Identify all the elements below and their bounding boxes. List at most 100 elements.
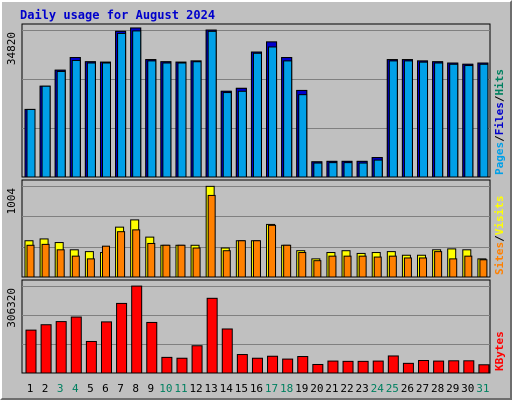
bar-kbytes-day-21 xyxy=(327,360,339,374)
bar-sites-day-6 xyxy=(101,245,110,278)
bar-kbytes-day-12 xyxy=(191,345,203,374)
bar-kbytes-day-27 xyxy=(418,360,430,374)
bar-pages-day-29 xyxy=(449,63,459,178)
x-tick-label-2: 2 xyxy=(42,382,49,395)
legend-pages: Pages xyxy=(493,142,506,175)
bar-sites-day-25 xyxy=(388,255,397,278)
bar-kbytes-day-3 xyxy=(55,321,67,374)
bar-sites-day-23 xyxy=(358,255,367,278)
legend-sites: Sites xyxy=(493,242,506,275)
bar-sites-day-4 xyxy=(71,255,80,278)
bar-kbytes-day-1 xyxy=(25,329,37,374)
bar-sites-day-31 xyxy=(479,259,488,278)
bar-sites-day-3 xyxy=(56,249,65,278)
x-tick-label-10: 10 xyxy=(159,382,172,395)
x-tick-label-29: 29 xyxy=(446,382,459,395)
bar-pages-day-30 xyxy=(464,65,474,178)
bar-pages-day-27 xyxy=(419,61,429,178)
x-tick-label-18: 18 xyxy=(280,382,293,395)
bar-sites-day-8 xyxy=(132,229,141,278)
bar-sites-day-9 xyxy=(147,242,156,278)
bar-sites-day-26 xyxy=(403,257,412,278)
x-tick-label-26: 26 xyxy=(401,382,414,395)
x-tick-label-21: 21 xyxy=(325,382,338,395)
bar-sites-day-14 xyxy=(222,250,231,278)
x-tick-label-13: 13 xyxy=(205,382,218,395)
y-max-label: 306320 xyxy=(5,288,18,328)
bar-kbytes-day-25 xyxy=(387,355,399,374)
bar-pages-day-22 xyxy=(343,162,353,178)
bar-kbytes-day-16 xyxy=(251,357,263,374)
bar-sites-day-11 xyxy=(177,244,186,278)
right-axis-label-visits-sites: Sites/Visits xyxy=(493,196,506,276)
bar-sites-day-1 xyxy=(26,244,35,278)
bar-pages-day-13 xyxy=(207,30,217,178)
bar-kbytes-day-9 xyxy=(146,321,158,374)
bar-pages-day-23 xyxy=(358,162,368,178)
bar-pages-day-21 xyxy=(328,162,338,178)
right-axis-label-hits-files-pages: Pages/Files/Hits xyxy=(493,69,506,175)
legend-files: Files xyxy=(493,102,506,135)
bar-kbytes-day-5 xyxy=(85,340,97,374)
bar-kbytes-day-11 xyxy=(176,357,188,374)
bar-kbytes-day-13 xyxy=(206,297,218,374)
bar-kbytes-day-20 xyxy=(312,363,324,374)
legend-hits: Hits xyxy=(493,69,506,96)
bar-sites-day-21 xyxy=(328,255,337,278)
x-tick-label-8: 8 xyxy=(132,382,139,395)
x-tick-label-16: 16 xyxy=(250,382,263,395)
label-separator: / xyxy=(493,235,506,242)
x-tick-label-17: 17 xyxy=(265,382,278,395)
x-tick-label-31: 31 xyxy=(476,382,489,395)
bar-sites-day-28 xyxy=(434,251,443,278)
bar-sites-day-5 xyxy=(86,258,95,278)
bar-kbytes-day-30 xyxy=(463,360,475,374)
bar-pages-day-18 xyxy=(283,60,293,178)
bar-kbytes-day-17 xyxy=(267,355,279,374)
x-tick-label-25: 25 xyxy=(386,382,399,395)
bar-kbytes-day-29 xyxy=(448,360,460,374)
y-max-label: 1004 xyxy=(5,188,18,215)
bar-sites-day-17 xyxy=(268,224,277,278)
x-tick-label-11: 11 xyxy=(174,382,187,395)
bar-pages-day-4 xyxy=(71,59,81,178)
bar-pages-day-31 xyxy=(479,63,489,178)
bar-pages-day-20 xyxy=(313,162,323,178)
bar-pages-day-24 xyxy=(373,159,383,178)
bar-pages-day-8 xyxy=(132,30,142,178)
bar-pages-day-16 xyxy=(252,52,262,178)
bar-pages-day-11 xyxy=(177,62,187,178)
bar-sites-day-16 xyxy=(252,240,261,278)
y-max-label: 34820 xyxy=(5,32,18,65)
bar-pages-day-3 xyxy=(56,70,66,178)
bar-pages-day-1 xyxy=(26,108,36,178)
bar-kbytes-day-15 xyxy=(236,354,248,374)
x-tick-label-7: 7 xyxy=(117,382,124,395)
bar-pages-day-14 xyxy=(222,92,232,178)
bar-kbytes-day-18 xyxy=(282,358,294,374)
x-tick-label-28: 28 xyxy=(431,382,444,395)
bar-pages-day-10 xyxy=(162,62,172,178)
bar-kbytes-day-8 xyxy=(131,285,143,374)
bar-sites-day-27 xyxy=(419,257,428,278)
bar-kbytes-day-7 xyxy=(116,302,128,374)
bar-pages-day-12 xyxy=(192,61,202,178)
x-tick-label-3: 3 xyxy=(57,382,64,395)
bar-kbytes-day-23 xyxy=(357,360,369,374)
bar-kbytes-day-28 xyxy=(433,360,445,374)
bar-pages-day-17 xyxy=(268,46,278,178)
bar-kbytes-day-24 xyxy=(372,360,384,374)
bar-kbytes-day-14 xyxy=(221,328,233,374)
x-tick-label-9: 9 xyxy=(147,382,154,395)
x-tick-label-20: 20 xyxy=(310,382,323,395)
bar-pages-day-2 xyxy=(41,85,51,178)
bar-kbytes-day-2 xyxy=(40,324,52,374)
bar-pages-day-15 xyxy=(237,90,247,178)
bar-pages-day-5 xyxy=(86,62,96,178)
bar-kbytes-day-19 xyxy=(297,356,309,374)
bar-sites-day-7 xyxy=(117,231,126,278)
bar-kbytes-day-10 xyxy=(161,356,173,374)
legend-kbytes: KBytes xyxy=(493,331,506,371)
legend-visits: Visits xyxy=(493,196,506,236)
bar-kbytes-day-22 xyxy=(342,360,354,374)
